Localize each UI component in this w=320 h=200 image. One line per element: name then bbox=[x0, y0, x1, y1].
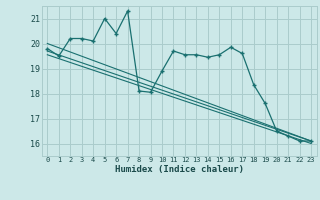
X-axis label: Humidex (Indice chaleur): Humidex (Indice chaleur) bbox=[115, 165, 244, 174]
